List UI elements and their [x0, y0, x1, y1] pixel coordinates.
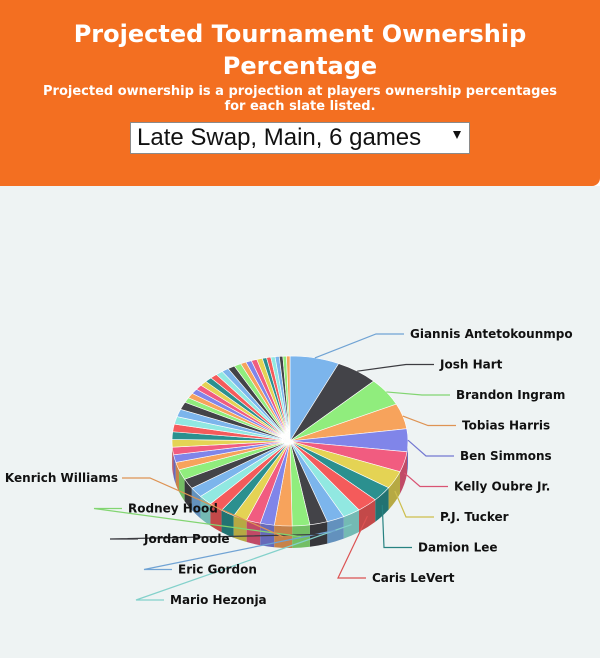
pie-side-7 [375, 487, 389, 522]
pie-connector [314, 333, 404, 359]
slate-select[interactable]: Late Swap, Main, 6 games [130, 122, 470, 154]
pie-side-24 [173, 454, 176, 485]
pie-connector [93, 507, 302, 538]
pie-label: Kenrich Williams [5, 471, 118, 485]
pie-connector [403, 472, 448, 488]
pie-connector [394, 490, 434, 518]
pie-label: Josh Hart [439, 358, 503, 372]
pie-label: Mario Hezonja [170, 593, 267, 607]
pie-label: Ben Simmons [460, 449, 552, 463]
pie-side-20 [191, 488, 201, 519]
pie-connector [357, 363, 434, 372]
pie-connector [143, 529, 336, 571]
pie-side-6 [388, 471, 401, 510]
pie-connector [122, 477, 284, 538]
slate-select-value: Late Swap, Main, 6 games [137, 124, 422, 151]
pie-connector [109, 533, 319, 540]
pie-label: Rodney Hood [128, 502, 218, 516]
pie-side-17 [221, 510, 234, 538]
pie-connector [337, 515, 368, 579]
pie-connector [135, 523, 352, 601]
pie-label: Eric Gordon [178, 563, 257, 577]
page-subtitle: Projected ownership is a projection at p… [43, 84, 557, 114]
pie-label: Jordan Poole [143, 532, 230, 546]
pie-side-5 [400, 451, 408, 494]
page-title: Projected Tournament Ownership Percentag… [73, 20, 527, 80]
pie-label: Brandon Ingram [456, 388, 565, 402]
pie-connector [407, 439, 454, 457]
pie-connector [381, 504, 412, 549]
pie-slice-53[interactable] [286, 355, 291, 442]
pie-side-4 [407, 441, 408, 474]
pie-connector [402, 415, 456, 427]
pie-connector [386, 391, 450, 396]
pie-label: Giannis Antetokounmpo [410, 327, 573, 341]
ownership-pie-chart: Giannis Antetokounmpo Josh Hart Brandon In… [5, 327, 573, 607]
page-header: Projected Tournament Ownership Percentag… [0, 0, 600, 186]
pie-side-15 [246, 520, 261, 546]
pie-label: Caris LeVert [372, 571, 455, 585]
pie-label: Tobias Harris [462, 419, 550, 433]
pie-side-23 [175, 462, 179, 492]
pie-label: P.J. Tucker [440, 510, 509, 524]
dropdown-arrow-icon [453, 131, 461, 139]
pie-label: Damion Lee [418, 541, 498, 555]
pie-label: Kelly Oubre Jr. [454, 480, 550, 494]
